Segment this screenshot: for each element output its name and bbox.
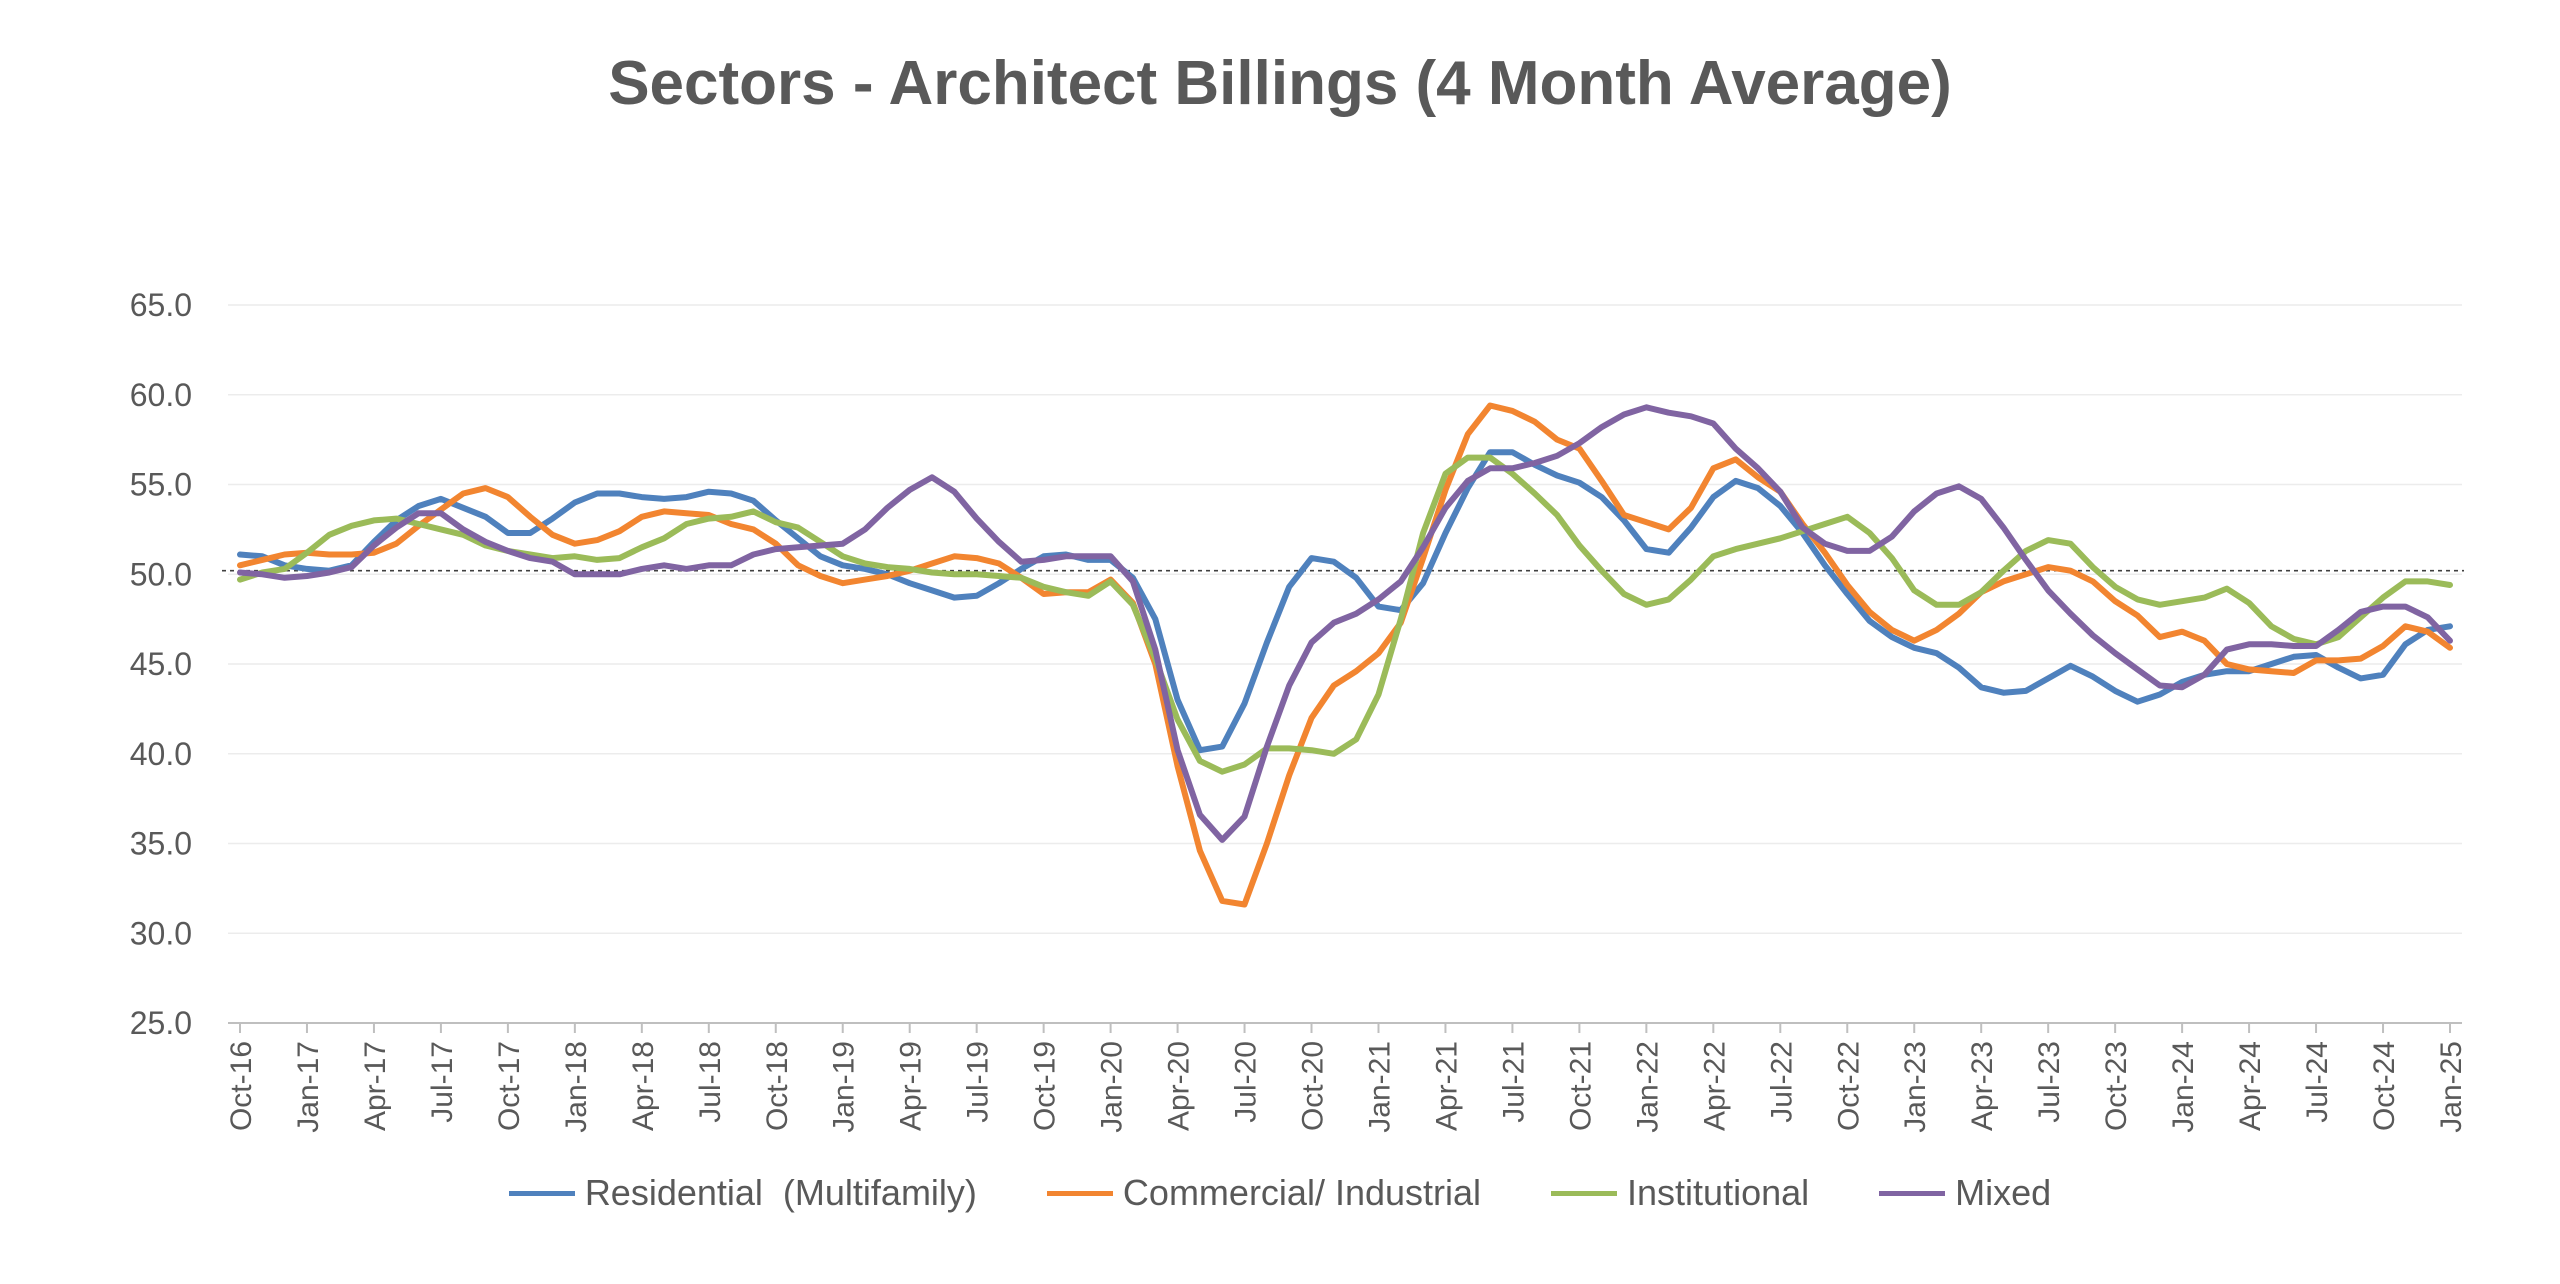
y-tick-label: 45.0 xyxy=(130,646,192,682)
axes xyxy=(228,1022,2462,1033)
x-tick-label: Jan-18 xyxy=(560,1041,593,1133)
x-tick-label: Jan-20 xyxy=(1096,1041,1129,1133)
x-tick-label: Oct-19 xyxy=(1029,1041,1062,1131)
series-line-0 xyxy=(237,449,2453,754)
series-line-3 xyxy=(237,404,2453,843)
x-tick-label: Apr-23 xyxy=(1966,1041,1999,1131)
y-tick-label: 40.0 xyxy=(130,736,192,772)
x-tick-label: Jul-22 xyxy=(1765,1041,1798,1123)
x-tick-label: Apr-19 xyxy=(895,1041,928,1131)
y-tick-label: 55.0 xyxy=(130,467,192,503)
x-tick-label: Jan-17 xyxy=(292,1041,325,1133)
y-tick-label: 50.0 xyxy=(130,556,192,592)
legend-label-mixed: Mixed xyxy=(1955,1172,2052,1213)
x-tick-label: Apr-24 xyxy=(2234,1041,2267,1131)
legend-item-institutional: Institutional xyxy=(1551,1172,1809,1214)
x-tick-label: Oct-21 xyxy=(1564,1041,1597,1131)
x-tick-label: Jul-23 xyxy=(2033,1041,2066,1123)
legend-item-mixed: Mixed xyxy=(1879,1172,2051,1214)
legend-item-residential: Residential (Multifamily) xyxy=(508,1172,977,1214)
x-tick-label: Apr-22 xyxy=(1698,1041,1731,1131)
chart-title: Sectors - Architect Billings (4 Month Av… xyxy=(608,49,1952,118)
x-tick-label: Jul-21 xyxy=(1497,1041,1530,1123)
series-line-1 xyxy=(237,402,2453,908)
y-tick-label: 65.0 xyxy=(130,287,192,323)
x-tick-label: Jan-22 xyxy=(1631,1041,1664,1133)
x-tick-label: Jul-24 xyxy=(2301,1041,2334,1123)
x-tick-label: Apr-18 xyxy=(627,1041,660,1131)
x-tick-label: Oct-23 xyxy=(2100,1041,2133,1131)
x-tick-label: Jan-25 xyxy=(2435,1041,2468,1133)
x-tick-label: Jan-19 xyxy=(828,1041,861,1133)
x-tick-label: Jan-21 xyxy=(1363,1041,1396,1133)
x-tick-label: Apr-20 xyxy=(1163,1041,1196,1131)
x-tick-label: Apr-21 xyxy=(1430,1041,1463,1131)
x-tick-labels: Oct-16 Jan-17 Apr-17 Jul-17 Oct-17 Jan-18 Apr-… xyxy=(225,1041,2468,1133)
x-tick-label: Oct-22 xyxy=(1832,1041,1865,1131)
x-tick-label: Jan-23 xyxy=(1899,1041,1932,1133)
series-lines xyxy=(237,402,2453,908)
x-tick-label: Jul-17 xyxy=(426,1041,459,1123)
legend-swatch-residential xyxy=(508,1190,575,1196)
x-tick-label: Apr-17 xyxy=(359,1041,392,1131)
legend: Residential (Multifamily) Commercial/ In… xyxy=(0,1168,2560,1218)
legend-label-institutional: Institutional xyxy=(1627,1172,1810,1213)
series-line-2 xyxy=(237,454,2453,775)
x-tick-label: Jan-24 xyxy=(2167,1041,2200,1133)
legend-label-residential: Residential (Multifamily) xyxy=(584,1172,977,1213)
y-tick-labels: 65.0 60.0 55.0 50.0 45.0 40.0 35.0 30.0 25.0 xyxy=(130,287,192,1041)
x-tick-label: Oct-17 xyxy=(493,1041,526,1131)
x-tick-label: Oct-16 xyxy=(225,1041,258,1131)
legend-label-commercial: Commercial/ Industrial xyxy=(1122,1172,1482,1213)
x-tick-label: Jul-18 xyxy=(694,1041,727,1123)
legend-swatch-mixed xyxy=(1879,1190,1946,1196)
x-tick-label: Jul-20 xyxy=(1230,1041,1263,1123)
x-tick-label: Oct-24 xyxy=(2368,1041,2401,1131)
y-tick-label: 60.0 xyxy=(130,377,192,413)
legend-item-commercial: Commercial/ Industrial xyxy=(1046,1172,1482,1214)
x-tick-label: Jul-19 xyxy=(962,1041,995,1123)
y-tick-label: 30.0 xyxy=(130,915,192,951)
legend-swatch-commercial xyxy=(1046,1190,1113,1196)
legend-swatch-institutional xyxy=(1551,1190,1618,1196)
y-tick-label: 35.0 xyxy=(130,826,192,862)
x-tick-label: Oct-18 xyxy=(761,1041,794,1131)
y-tick-label: 25.0 xyxy=(130,1005,192,1041)
x-tick-label: Oct-20 xyxy=(1297,1041,1330,1131)
